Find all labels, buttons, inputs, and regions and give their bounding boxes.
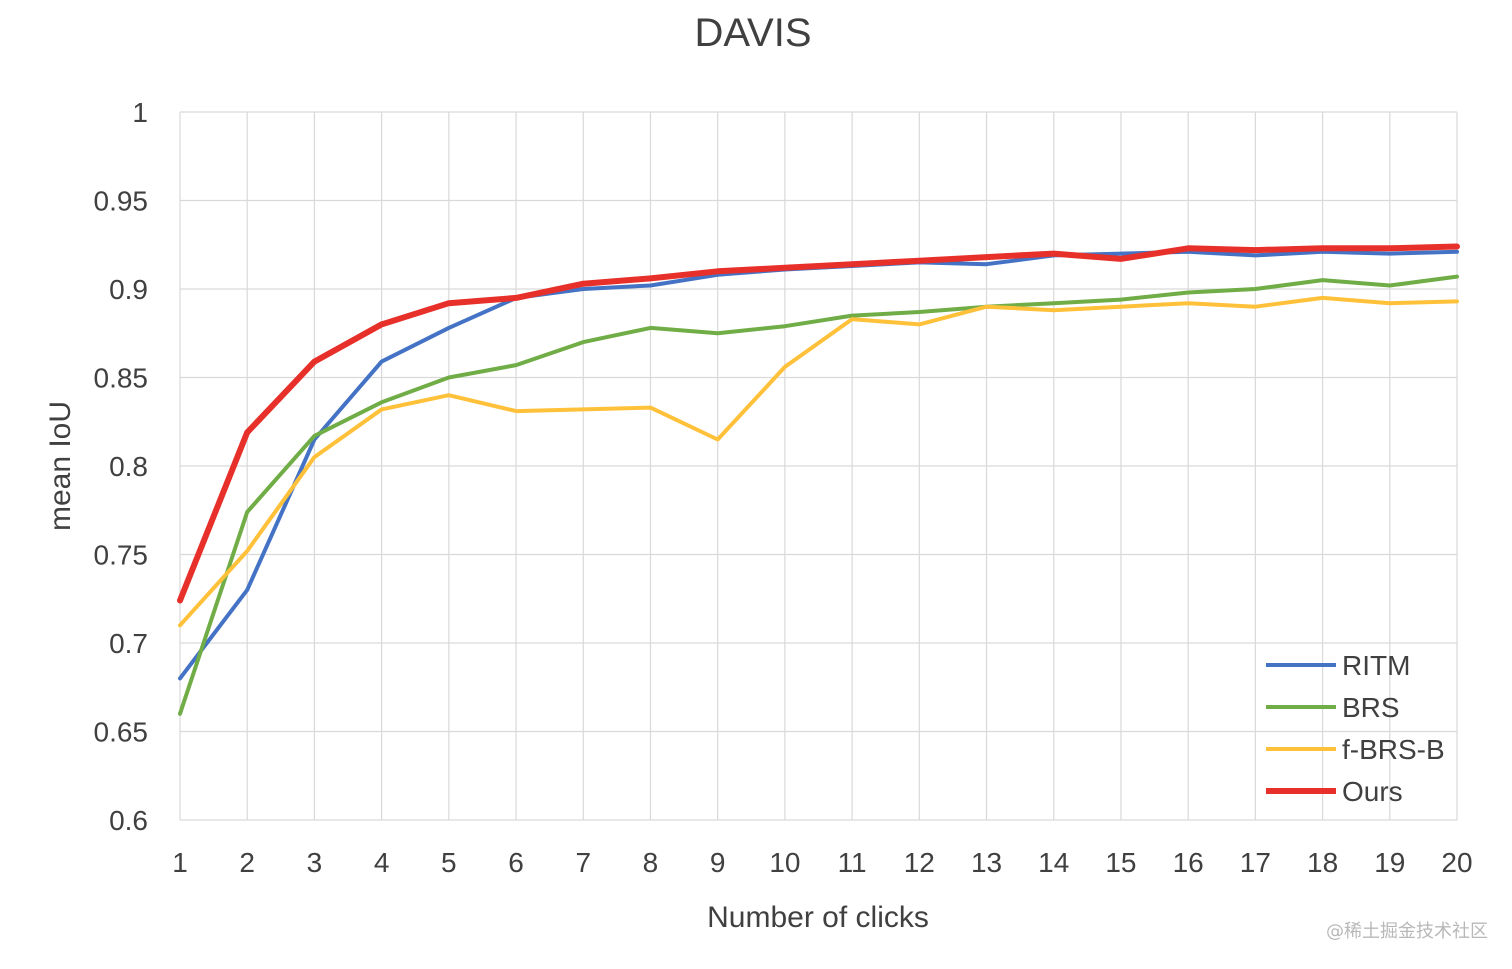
- x-tick-label: 8: [643, 847, 659, 878]
- x-tick-label: 19: [1374, 847, 1405, 878]
- chart-title: DAVIS: [694, 11, 811, 55]
- y-tick-label: 0.85: [94, 363, 149, 394]
- x-tick-label: 12: [904, 847, 935, 878]
- x-tick-label: 11: [838, 847, 867, 878]
- x-tick-label: 3: [307, 847, 323, 878]
- legend-label-ours: Ours: [1342, 776, 1403, 807]
- legend-label-ritm: RITM: [1342, 650, 1410, 681]
- series-line-ours: [177, 243, 1460, 604]
- y-tick-label: 0.95: [94, 186, 149, 217]
- y-tick-label: 0.9: [109, 274, 148, 305]
- x-tick-label: 13: [971, 847, 1002, 878]
- gridlines: [179, 111, 1458, 821]
- legend-label-brs: BRS: [1342, 692, 1400, 723]
- x-tick-label: 7: [575, 847, 591, 878]
- x-tick-label: 10: [769, 847, 800, 878]
- x-tick-label: 6: [508, 847, 524, 878]
- legend-label-f-brs-b: f-BRS-B: [1342, 734, 1445, 765]
- series-line-brs: [178, 274, 1459, 716]
- y-tick-label: 0.65: [94, 717, 149, 748]
- series-lines: [177, 243, 1460, 716]
- x-axis-label: Number of clicks: [707, 901, 929, 934]
- y-tick-label: 0.7: [109, 628, 148, 659]
- y-tick-label: 0.75: [94, 540, 149, 571]
- x-tick-label: 2: [239, 847, 255, 878]
- y-tick-label: 0.6: [109, 805, 148, 836]
- series-line-ritm: [178, 249, 1459, 681]
- x-tick-label: 14: [1038, 847, 1069, 878]
- x-tick-label: 18: [1307, 847, 1338, 878]
- y-axis-label: mean IoU: [44, 401, 77, 531]
- y-tick-label: 1: [132, 97, 148, 128]
- x-tick-labels: 1 2 3 4 5 6 7 8 9 10 11 12 13 14 15 16 17 18 19 20: [172, 847, 1472, 878]
- x-tick-label: 15: [1105, 847, 1136, 878]
- y-tick-label: 0.8: [109, 451, 148, 482]
- legend: RITM BRS f-BRS-B Ours: [1266, 650, 1445, 807]
- x-tick-label: 5: [441, 847, 457, 878]
- x-tick-label: 20: [1441, 847, 1472, 878]
- x-tick-label: 16: [1173, 847, 1204, 878]
- series-line-f-brs-b: [178, 295, 1459, 628]
- x-tick-label: 17: [1240, 847, 1271, 878]
- x-tick-label: 1: [172, 847, 188, 878]
- y-tick-labels: 0.6 0.65 0.7 0.75 0.8 0.85 0.9 0.95 1: [94, 97, 149, 836]
- x-tick-label: 4: [374, 847, 390, 878]
- watermark: @稀土掘金技术社区: [1326, 921, 1488, 942]
- x-tick-label: 9: [710, 847, 726, 878]
